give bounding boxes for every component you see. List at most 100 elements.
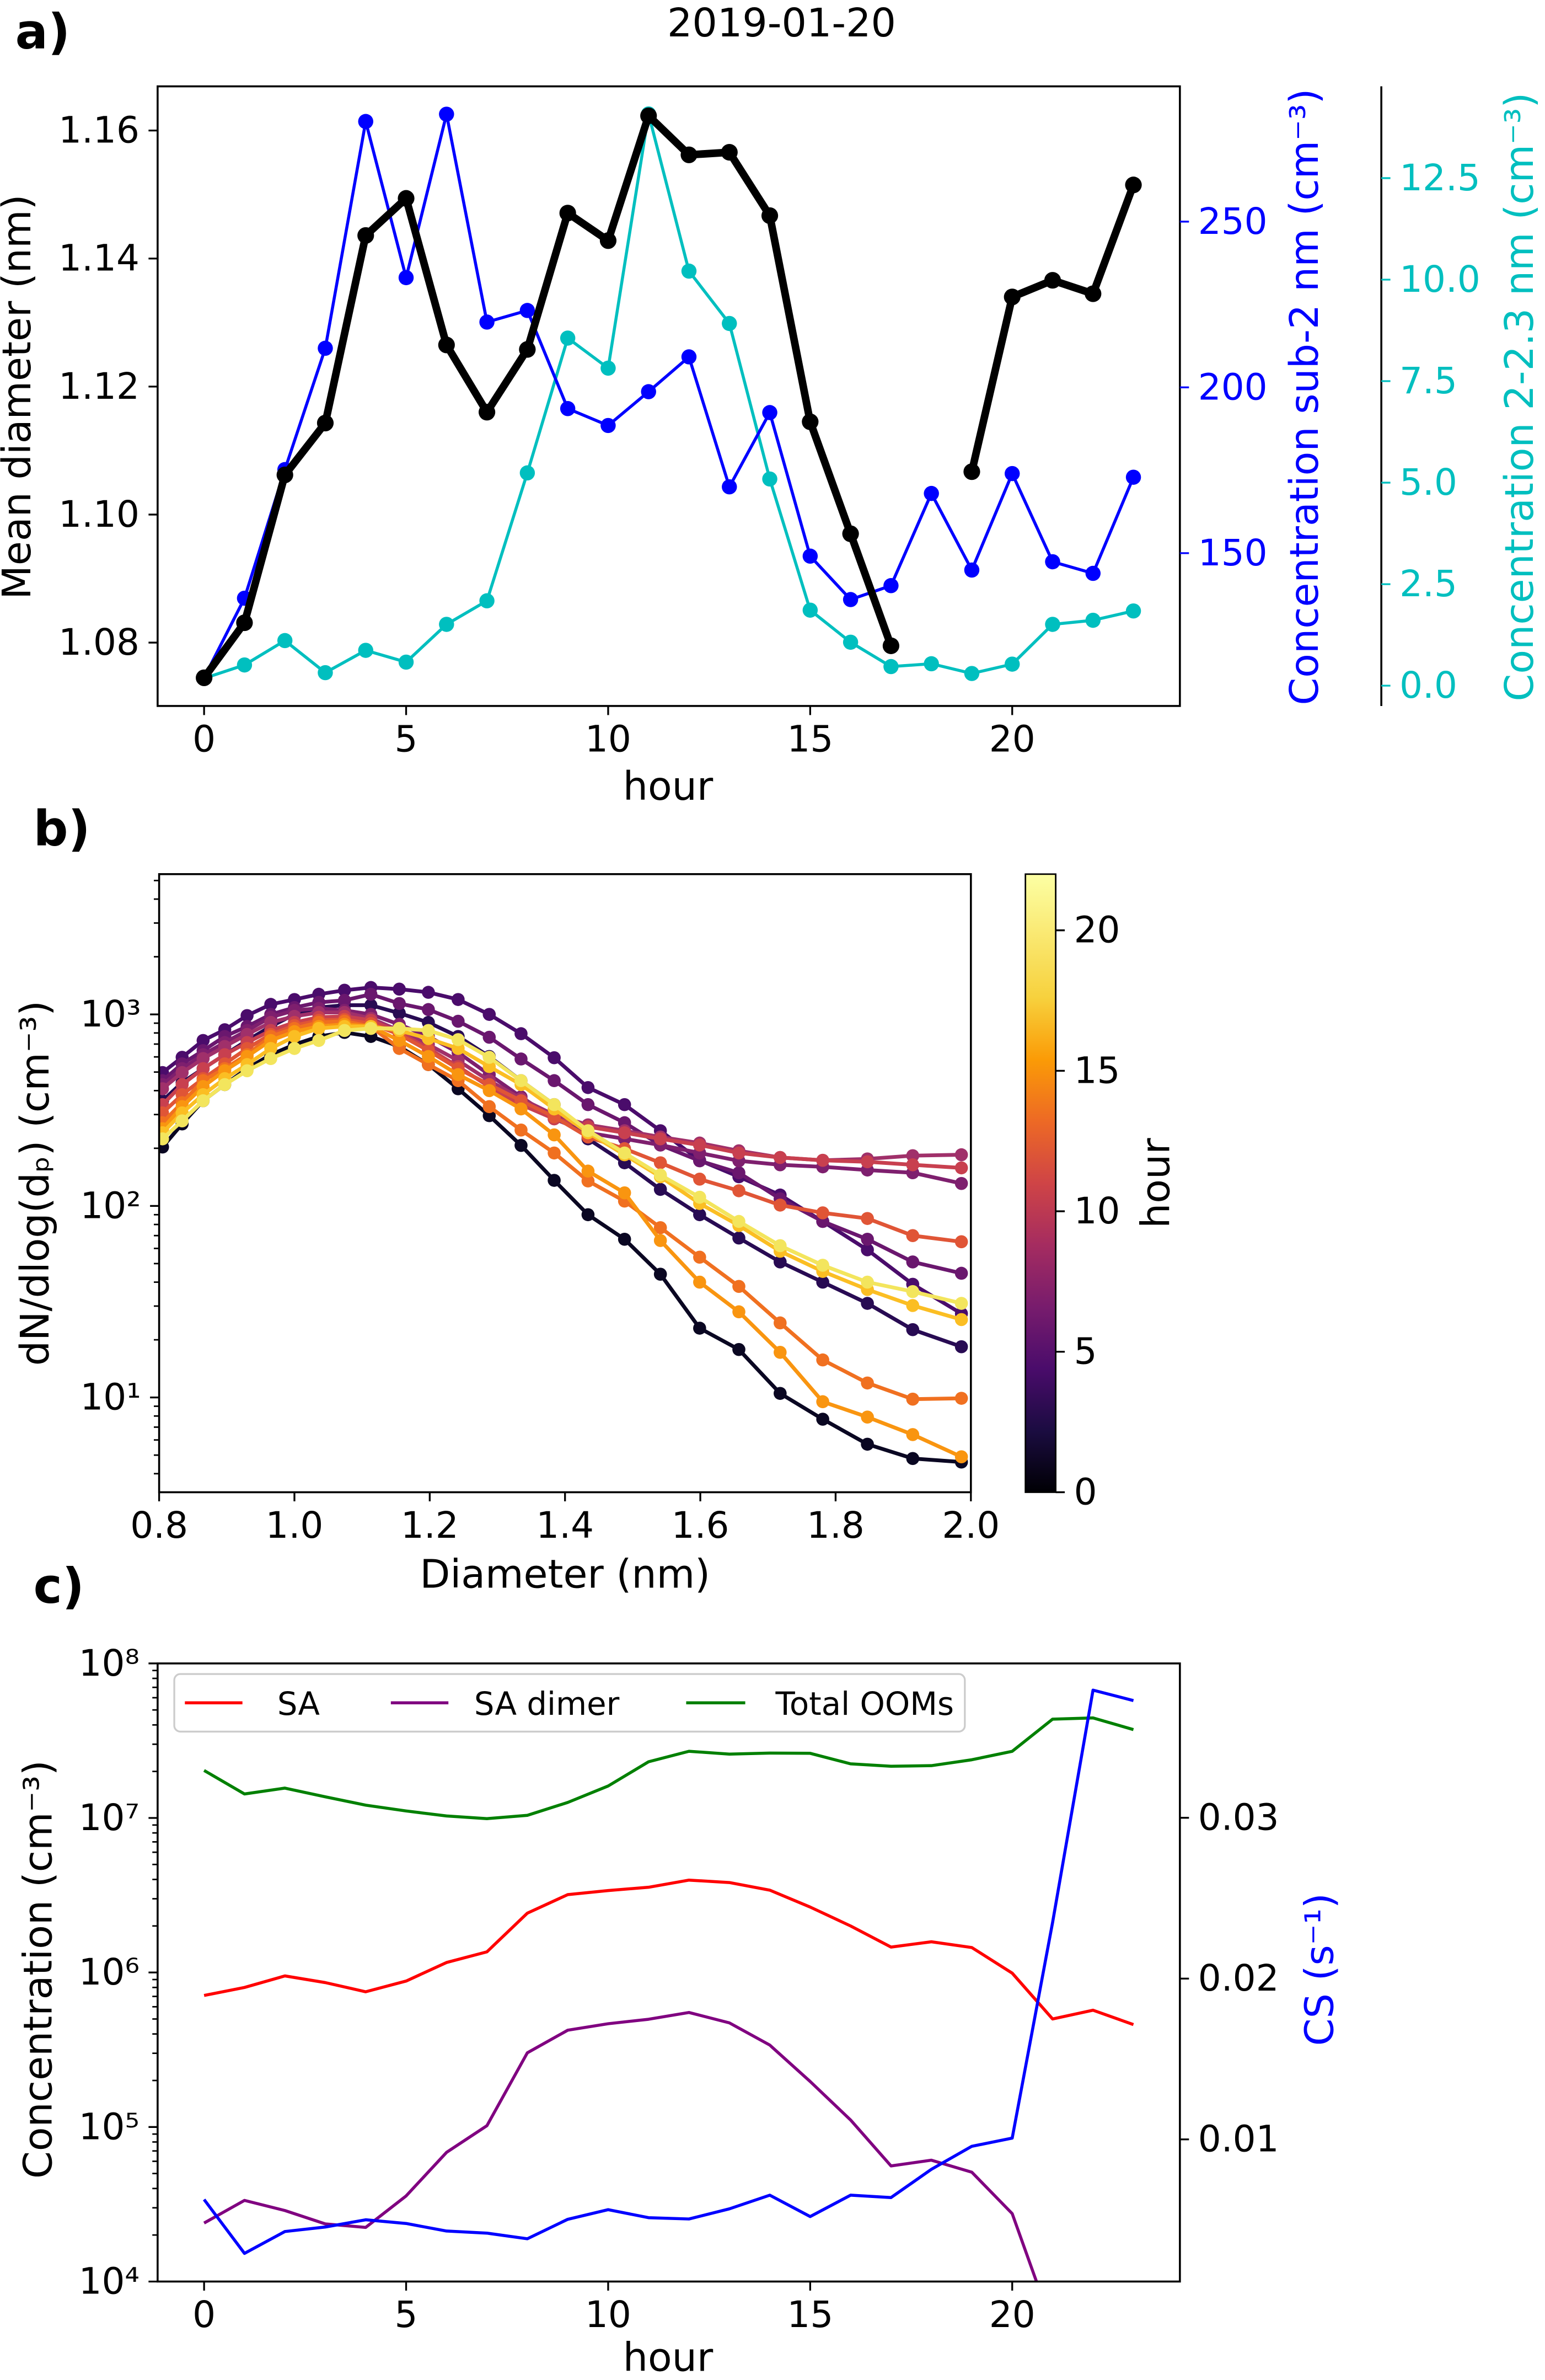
panel-b-series-hour-18-point <box>653 1234 667 1247</box>
panel-a-series-1-point <box>560 401 576 416</box>
panel-b-series-hour-22-point <box>482 1051 496 1064</box>
panel-b-series-hour-0-point <box>548 1174 561 1187</box>
panel-c-xlabel: hour <box>623 2335 714 2380</box>
panel-c-series-cs-line <box>202 1688 1134 2255</box>
panel-a-series-0-point <box>276 466 293 484</box>
panel-b-series-hour-10-point <box>954 1148 968 1162</box>
panel-c-xtick-label: 20 <box>989 2293 1036 2336</box>
panel-b-series-hour-0-point <box>861 1437 874 1451</box>
panel-b-series-hour-18-point <box>514 1102 528 1116</box>
panel-b-series-hour-14-point <box>693 1173 706 1186</box>
panel-b-series-hour-18-point <box>816 1395 829 1409</box>
panel-b-series-hour-22-point <box>175 1114 189 1128</box>
panel-a-sub2-ytick-label: 250 <box>1198 200 1268 243</box>
panel-b-series-hour-4-point <box>861 1243 874 1256</box>
panel-b-series-hour-16-point <box>653 1221 667 1234</box>
panel-b-series-hour-18-point <box>906 1428 920 1441</box>
panel-a-xtick-label: 15 <box>787 718 833 760</box>
panel-b-series-hour-10-point <box>159 1082 169 1095</box>
panel-b-series-hour-12-point <box>906 1158 920 1172</box>
panel-a-series-2-point <box>924 656 939 672</box>
panel-b-series-hour-0-point <box>581 1208 595 1222</box>
panel-a-2-2.3-ytick-label: 10.0 <box>1399 258 1480 301</box>
panel-b-series-hour-6-point <box>732 1166 745 1180</box>
panel-a-series-1-point <box>358 114 373 130</box>
panel-b-series-hour-0-point <box>514 1138 528 1152</box>
panel-b-series-hour-14-point <box>653 1156 667 1169</box>
panel-a-left-ytick-label: 1.10 <box>58 493 140 536</box>
panel-a-series-2-point <box>883 659 899 675</box>
panel-a-series-2-point <box>802 602 818 618</box>
panel-a-series-0-point <box>316 414 334 432</box>
panel-a-series-1-line <box>202 113 1135 679</box>
panel-b-series-hour-18-point <box>954 1450 968 1464</box>
panel-a-series-0-point <box>1125 177 1142 194</box>
panel-b-series-hour-4-point <box>240 1009 254 1023</box>
panel-a-series-0-line <box>201 112 895 680</box>
panel-c-series-sa-dimer-line <box>203 2010 1038 2282</box>
panel-label-b: b) <box>34 800 90 857</box>
panel-b-series-hour-12-point <box>732 1146 745 1160</box>
panel-b-series-hour-0-point <box>693 1322 706 1335</box>
panel-b-series-hour-18-point <box>693 1275 706 1289</box>
panel-b-series-hour-14-point <box>861 1212 874 1225</box>
panel-b-series-hour-6-point <box>906 1255 920 1269</box>
panel-b-series-hour-8-point <box>954 1176 968 1190</box>
panel-b-series-hour-22-point <box>196 1094 210 1108</box>
panel-c-left-ytick-label: 10⁷ <box>79 1796 140 1839</box>
panel-c-right-ytick-label: 0.03 <box>1198 1796 1279 1839</box>
panel-b-series-hour-16-point <box>774 1316 787 1330</box>
panel-c-series-sa-dimer <box>203 2010 1038 2282</box>
panel-a-xtick-label: 20 <box>989 718 1036 760</box>
panel-b-series-hour-0-point <box>732 1343 745 1356</box>
legend-box <box>173 1673 966 1733</box>
panel-b-xtick-label: 0.8 <box>130 1504 188 1547</box>
panel-a-xtick-label: 0 <box>192 718 216 760</box>
panel-b-series-hour-22-point <box>264 1052 277 1066</box>
panel-b-series-hour-22-point <box>514 1074 528 1088</box>
panel-b-series-hour-16 <box>159 1014 968 1406</box>
panel-a-series-0-point <box>599 232 617 249</box>
panel-b-series-hour-4-point <box>581 1081 595 1094</box>
panel-a-2-2.3-ytick-label: 0.0 <box>1399 664 1457 707</box>
panel-b-series-hour-12-point <box>196 1062 210 1076</box>
panel-a-series-2-point <box>277 633 293 649</box>
panel-b-series-hour-22-point <box>393 1021 406 1035</box>
panel-b-xtick-label: 1.0 <box>266 1504 324 1547</box>
panel-b-series-hour-2-point <box>732 1231 745 1245</box>
panel-b-series-hour-18-line <box>161 1022 963 1459</box>
colorbar-ytick-label: 15 <box>1074 1049 1120 1092</box>
panel-b-series-hour-14-point <box>816 1206 829 1220</box>
panel-b-series-hour-16-point <box>482 1100 496 1114</box>
panel-b-series-hour-20-point <box>954 1313 968 1327</box>
panel-b-series-hour-16-point <box>693 1250 706 1264</box>
panel-a-series-0-point <box>640 107 657 125</box>
panel-b-series-hour-18-point <box>618 1186 631 1200</box>
panel-b-series-hour-10-point <box>175 1066 189 1079</box>
panel-b-series-hour-22-point <box>618 1146 631 1160</box>
panel-a-series-1-point <box>964 562 980 578</box>
figure-title: 2019-01-20 <box>667 0 896 46</box>
panel-b-series-hour-4-point <box>264 998 277 1011</box>
panel-b-series-hour-10-point <box>906 1149 920 1163</box>
panel-b-series-hour-16-line <box>161 1019 962 1402</box>
panel-a-series-2-line <box>203 112 1134 680</box>
panel-b-ytick-label: 10¹ <box>80 1376 141 1419</box>
panel-a-series-0-point <box>882 637 900 654</box>
panel-c-ylabel-right: CS (s⁻¹) <box>1296 1893 1342 2046</box>
panel-b-series-hour-4-point <box>482 1008 496 1021</box>
panel-b-series-hour-22-point <box>240 1064 254 1078</box>
panel-label-c: c) <box>34 1558 84 1614</box>
panel-b-series-hour-18-point <box>548 1128 561 1142</box>
panel-b-series-hour-20-point <box>288 1030 301 1043</box>
panel-b-series-hour-14-point <box>774 1199 787 1212</box>
panel-a-xtick-label: 10 <box>585 718 631 760</box>
panel-b-series-hour-22-point <box>693 1190 706 1204</box>
panel-c-series-sa <box>203 1878 1134 2026</box>
panel-a-series-2-point <box>762 471 777 487</box>
panel-b-xtick-label: 2.0 <box>942 1504 1000 1547</box>
panel-b-series-hour-20-point <box>482 1060 496 1073</box>
panel-b-series-hour-16-point <box>514 1123 528 1137</box>
panel-a-series-2-point <box>843 634 859 650</box>
panel-b-series-hour-18-point <box>393 1034 406 1047</box>
